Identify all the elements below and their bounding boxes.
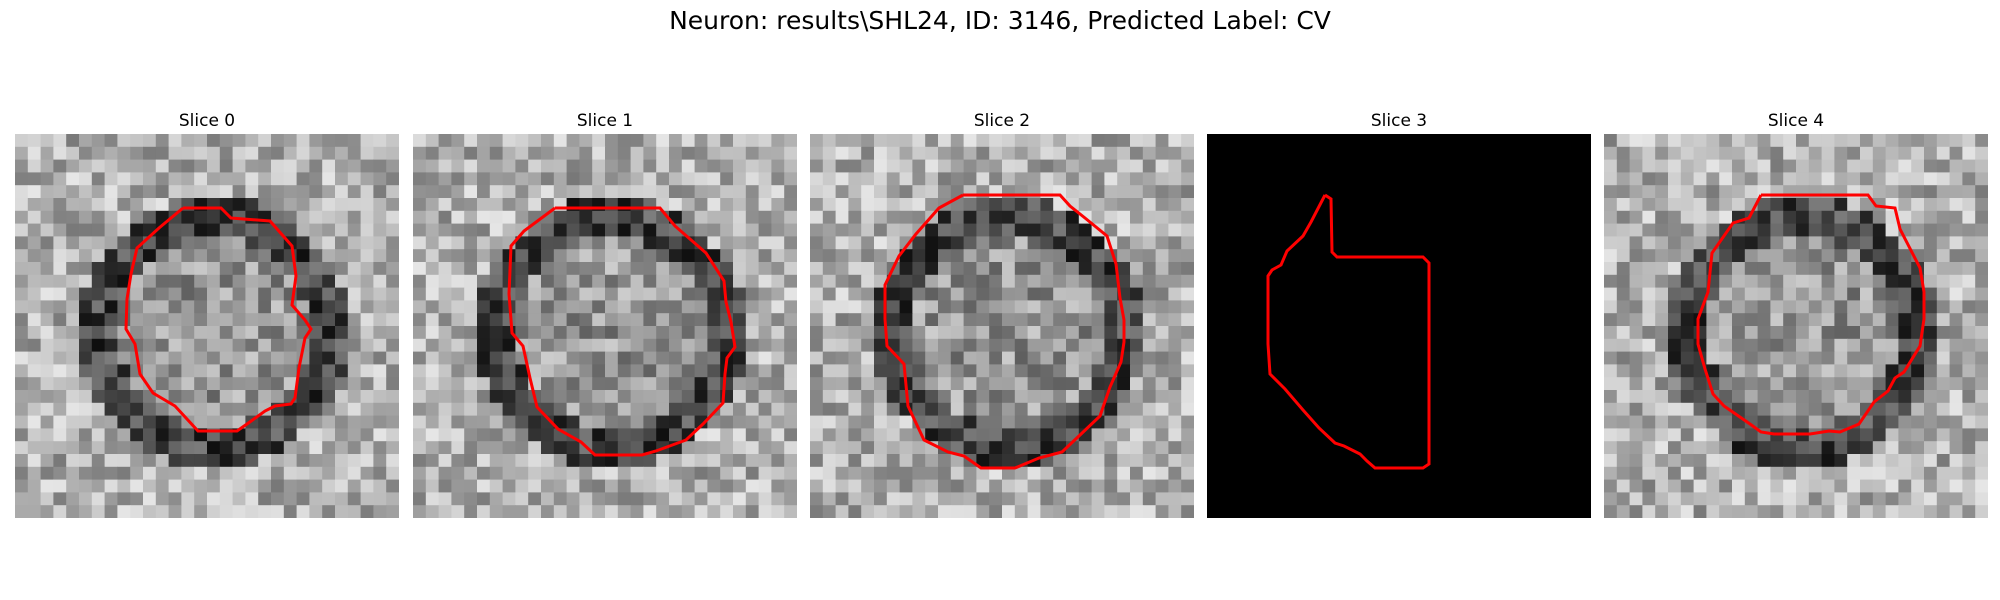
slice-image-0 xyxy=(15,134,399,518)
slice-title: Slice 4 xyxy=(1767,111,1825,131)
segmentation-contour xyxy=(883,193,1126,470)
blank-background xyxy=(1207,134,1591,518)
figure-title: Neuron: results\SHL24, ID: 3146, Predict… xyxy=(669,6,1331,35)
panel-slice-2: Slice 2 xyxy=(810,108,1194,134)
panel-slice-4: Slice 4 xyxy=(1604,108,1988,134)
slice-title: Slice 2 xyxy=(973,111,1031,131)
segmentation-contour xyxy=(507,206,737,457)
slice-pixels xyxy=(1604,134,1988,518)
panel-slice-0: Slice 0 xyxy=(15,108,399,134)
panel-slice-3: Slice 3 xyxy=(1207,108,1591,134)
slice-image-4 xyxy=(1604,134,1988,518)
slice-title: Slice 3 xyxy=(1370,111,1428,131)
segmentation-contour xyxy=(124,206,313,433)
slice-image-2 xyxy=(810,134,1194,518)
segmentation-contour xyxy=(1696,193,1926,436)
slice-pixels xyxy=(810,134,1194,518)
slice-title: Slice 1 xyxy=(576,111,634,131)
slice-image-1 xyxy=(413,134,797,518)
slice-title: Slice 0 xyxy=(178,111,236,131)
slice-image-3 xyxy=(1207,134,1591,518)
panel-slice-1: Slice 1 xyxy=(413,108,797,134)
segmentation-contour xyxy=(1266,193,1431,470)
slice-pixels xyxy=(15,134,399,518)
slice-pixels xyxy=(413,134,797,518)
